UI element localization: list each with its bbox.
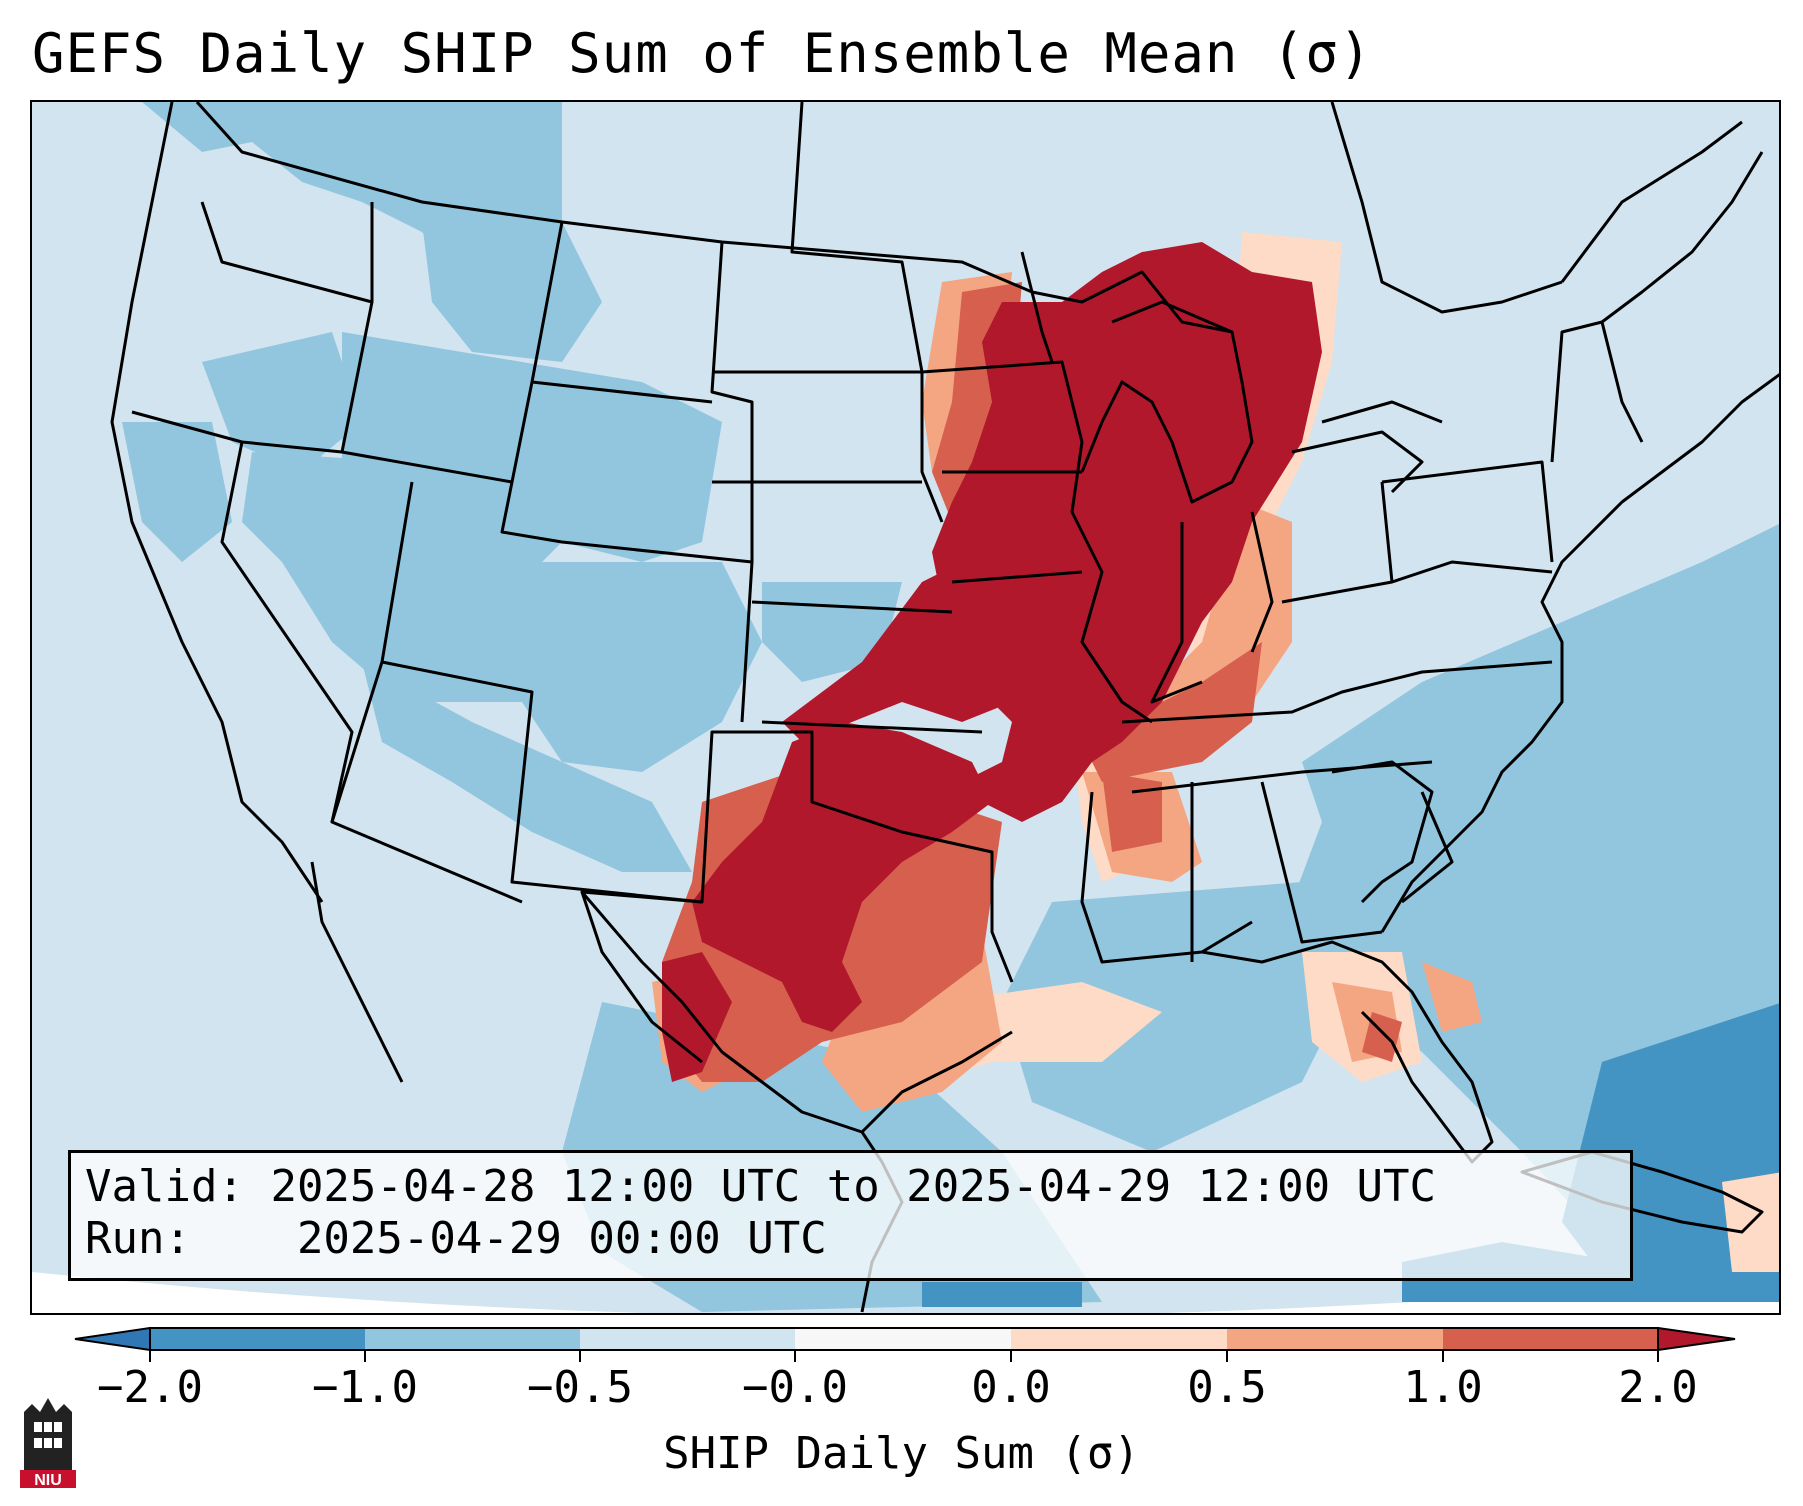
colorbar-tick-label: 2.0 bbox=[1618, 1362, 1698, 1413]
colorbar-bin bbox=[1227, 1328, 1443, 1350]
valid-value: 2025-04-28 12:00 UTC to 2025-04-29 12:00… bbox=[270, 1161, 1437, 1212]
colorbar-bin bbox=[1011, 1328, 1227, 1350]
valid-time-box: Valid: 2025-04-28 12:00 UTC to 2025-04-2… bbox=[68, 1150, 1633, 1281]
chart-title: GEFS Daily SHIP Sum of Ensemble Mean (σ) bbox=[32, 22, 1373, 85]
colorbar-tick-label: −1.0 bbox=[312, 1362, 418, 1413]
colorbar-tick-label: −2.0 bbox=[97, 1362, 203, 1413]
colorbar-bin bbox=[365, 1328, 580, 1350]
run-value: 2025-04-29 00:00 UTC bbox=[296, 1213, 827, 1264]
map-canvas bbox=[32, 102, 1779, 1313]
map-panel bbox=[30, 100, 1781, 1315]
colorbar-bin bbox=[1443, 1328, 1658, 1350]
niu-logo: NIU bbox=[20, 1398, 76, 1488]
colorbar-bin bbox=[150, 1328, 365, 1350]
colorbar-tick-label: −0.0 bbox=[742, 1362, 848, 1413]
run-label: Run: bbox=[85, 1213, 191, 1264]
colorbar-label: SHIP Daily Sum (σ) bbox=[663, 1428, 1140, 1479]
colorbar-bin bbox=[795, 1328, 1011, 1350]
colorbar-extend-min bbox=[74, 1326, 151, 1352]
domain-edge bbox=[32, 1272, 1779, 1313]
colorbar-tick-label: 0.5 bbox=[1187, 1362, 1267, 1413]
colorbar-tick-label: −0.5 bbox=[527, 1362, 633, 1413]
positive-anomaly-max bbox=[662, 242, 1322, 1082]
colorbar-tick-label: 0.0 bbox=[971, 1362, 1051, 1413]
svg-text:NIU: NIU bbox=[34, 1472, 62, 1488]
colorbar-tick-label: 1.0 bbox=[1403, 1362, 1483, 1413]
colorbar-extend-max bbox=[1657, 1326, 1736, 1352]
colorbar-bin bbox=[580, 1328, 795, 1350]
valid-label: Valid: bbox=[85, 1161, 244, 1212]
colorbar-outline bbox=[149, 1327, 1659, 1351]
political-borders bbox=[110, 102, 1779, 1313]
